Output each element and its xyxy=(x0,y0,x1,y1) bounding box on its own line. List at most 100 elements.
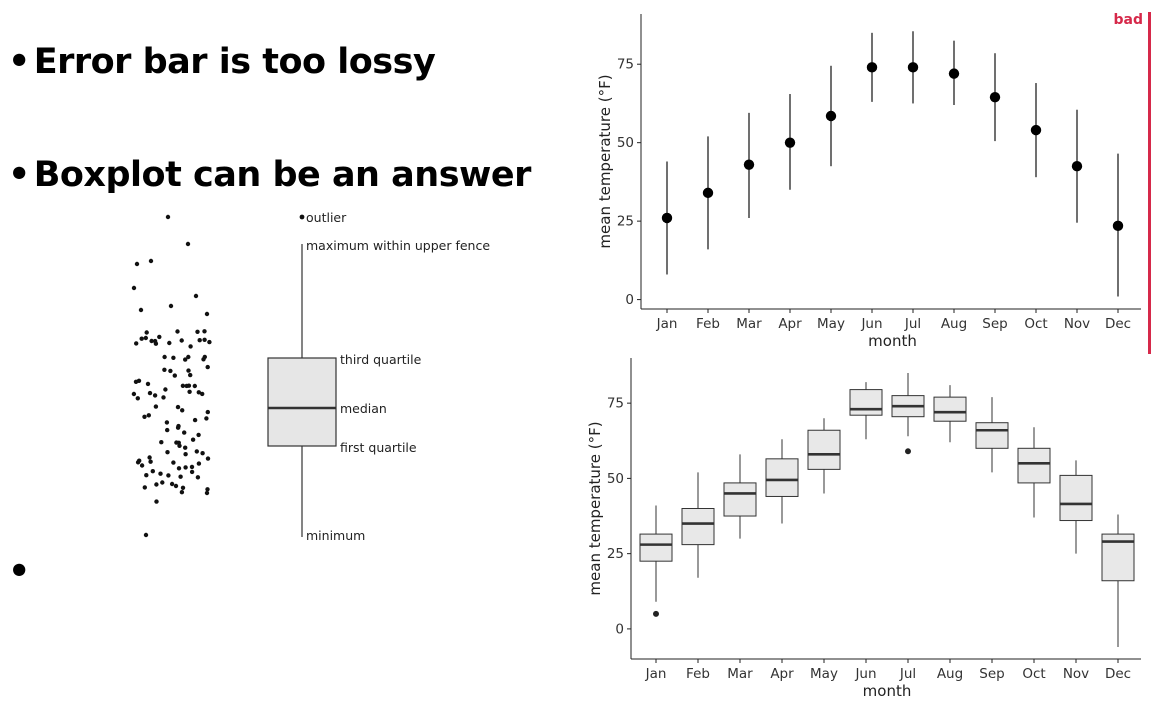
jitter-point xyxy=(160,480,165,485)
jitter-point xyxy=(175,329,180,334)
jitter-point xyxy=(186,354,191,360)
jitter-point xyxy=(162,354,167,360)
x-tick-label: Oct xyxy=(1022,666,1045,682)
jitter-point xyxy=(183,357,188,362)
jitter-point xyxy=(131,391,137,397)
jitter-point xyxy=(176,466,182,471)
jitter-point xyxy=(149,338,154,344)
jitter-point xyxy=(137,458,142,463)
jitter-point xyxy=(200,391,205,397)
box xyxy=(1017,447,1051,484)
jitter-point xyxy=(144,330,149,335)
x-tick-label: Nov xyxy=(1064,316,1090,332)
jitter-point xyxy=(196,432,201,438)
jitter-point xyxy=(171,460,176,465)
jitter-point xyxy=(159,440,164,445)
jitter-point xyxy=(147,390,153,396)
mean-point xyxy=(866,62,878,73)
x-tick-label: Jan xyxy=(656,316,678,332)
jitter-point xyxy=(139,463,145,468)
x-tick-label: May xyxy=(817,316,845,332)
mean-point xyxy=(1112,220,1124,232)
jitter-point xyxy=(187,389,192,394)
jitter-point xyxy=(131,285,137,291)
x-tick-label: Oct xyxy=(1024,316,1047,332)
jitter-point xyxy=(188,372,193,378)
jitter-point xyxy=(167,340,172,346)
mean-point xyxy=(661,212,673,224)
x-tick-label: Aug xyxy=(941,316,967,332)
jitter-point xyxy=(189,469,195,475)
x-tick-label: Mar xyxy=(727,666,753,682)
boxplot-chart: 0 25 50 75 Jan Feb Mar Apr May Jun Jul Aug Sep Oct Nov… xyxy=(586,358,1141,700)
charts-area: 0 25 50 75 Jan Feb Mar Apr May Jun Jul Aug Sep Oct Nov… xyxy=(586,12,1151,700)
label-third-quartile: third quartile xyxy=(340,352,422,367)
x-tick-label: Nov xyxy=(1063,666,1089,682)
label-maximum: maximum within upper fence xyxy=(306,238,490,253)
x-tick-label: Jul xyxy=(904,316,921,332)
jitter-point xyxy=(162,367,167,372)
jitter-point xyxy=(204,416,209,421)
jitter-point xyxy=(205,487,210,492)
y-tick-label: 0 xyxy=(625,292,634,308)
jitter-point xyxy=(195,329,200,334)
jitter-point xyxy=(183,452,188,457)
box xyxy=(639,533,673,562)
jitter-point xyxy=(193,293,199,299)
jitter-point xyxy=(169,481,175,487)
jitter-point xyxy=(147,455,152,460)
jitter-point xyxy=(194,449,199,454)
jitter-point xyxy=(201,357,206,362)
x-tick-label: Mar xyxy=(736,316,762,332)
jitter-point xyxy=(190,437,196,442)
jitter-point xyxy=(200,451,205,456)
x-tick-label: Dec xyxy=(1105,316,1131,332)
box xyxy=(681,508,715,546)
jitter-point xyxy=(204,311,210,317)
jitter-points xyxy=(131,214,212,538)
jitter-point xyxy=(188,344,193,349)
bullet-boxplot: • Boxplot can be an answer xyxy=(8,155,531,195)
jitter-point xyxy=(144,473,149,478)
diagram-box xyxy=(267,357,337,447)
x-tick-label: Aug xyxy=(937,666,963,682)
bad-indicator-bar xyxy=(1148,12,1151,354)
jitter-point xyxy=(142,485,147,490)
label-outlier: outlier xyxy=(306,210,347,225)
jitter-point xyxy=(205,456,211,461)
jitter-point xyxy=(180,408,185,413)
jitter-point xyxy=(173,483,179,489)
jitter-point xyxy=(165,427,170,433)
jitter-point xyxy=(207,339,212,345)
y-axis-title: mean temperature (°F) xyxy=(596,74,614,248)
mean-point xyxy=(743,159,755,170)
mean-point xyxy=(989,91,1001,103)
x-tick-label: Apr xyxy=(770,666,794,682)
jitter-point xyxy=(195,475,201,480)
x-tick-label: Feb xyxy=(696,316,720,332)
jitter-point xyxy=(204,490,210,496)
label-minimum: minimum xyxy=(306,528,365,543)
jitter-point xyxy=(202,337,207,342)
x-tick-label: Dec xyxy=(1105,666,1131,682)
box xyxy=(933,396,967,422)
error-bar-chart: 0 25 50 75 Jan Feb Mar Apr May Jun Jul Aug Sep Oct Nov… xyxy=(596,14,1141,350)
box xyxy=(765,458,799,497)
jitter-point xyxy=(205,409,210,415)
jitter-point xyxy=(145,381,151,387)
bullet-error-bar: • Error bar is too lossy xyxy=(8,42,436,82)
diagram-outlier-point xyxy=(299,214,305,220)
x-tick-label: Sep xyxy=(979,666,1004,682)
jitter-point xyxy=(197,338,202,343)
y-tick-label: 75 xyxy=(607,396,624,412)
jitter-point xyxy=(138,307,144,313)
jitter-point xyxy=(205,364,210,370)
jitter-point xyxy=(150,469,155,474)
jitter-point xyxy=(136,378,142,383)
mean-point xyxy=(948,68,960,79)
mean-point xyxy=(825,110,837,122)
box xyxy=(807,429,841,470)
jitter-point xyxy=(165,214,171,220)
jitter-point xyxy=(153,404,159,409)
bad-tag: bad xyxy=(1114,12,1144,28)
